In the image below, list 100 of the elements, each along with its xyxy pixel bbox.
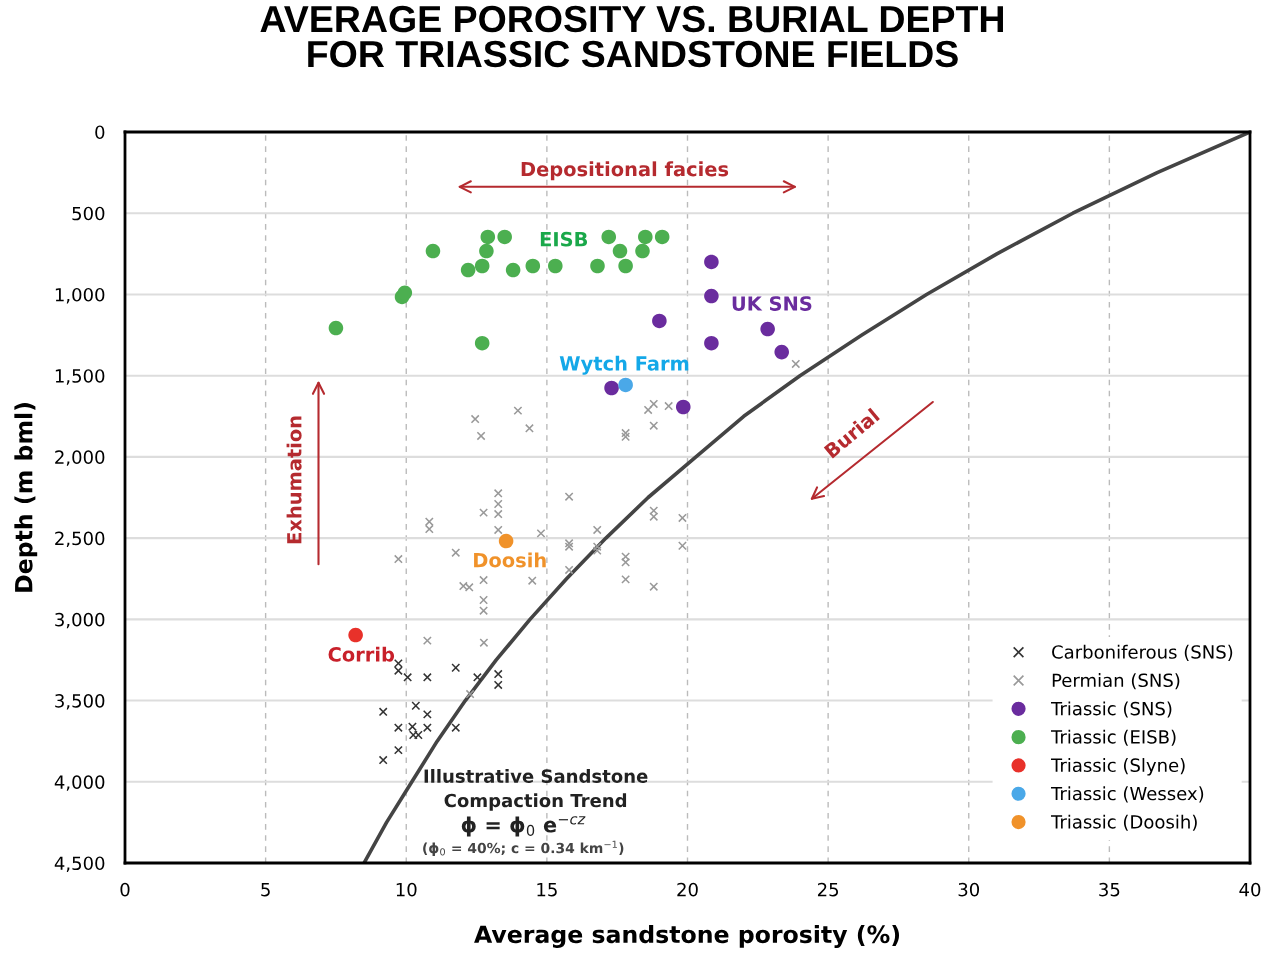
legend-label: Triassic (SNS) (1050, 701, 1172, 718)
annotation: ϕ = ϕ$_{0}$ e$^{−cz}$ (461, 816, 586, 837)
point (654, 229, 670, 245)
y-tick-label: 4,500 (54, 856, 105, 872)
point (378, 707, 388, 717)
y-tick-label: 3,500 (55, 694, 105, 710)
point (480, 229, 496, 245)
point (704, 335, 719, 351)
point (649, 399, 659, 409)
point (393, 658, 403, 668)
x-axis-title: Average sandstone porosity (%) (474, 924, 900, 948)
point (403, 672, 413, 682)
point (451, 723, 461, 733)
point (621, 574, 631, 584)
annotation: EISB (540, 231, 588, 247)
point (422, 709, 432, 719)
point (704, 288, 719, 304)
y-tick-label: 0 (95, 125, 105, 140)
annotation: (ϕ$_{0}$ = 40%; c = 0.34 km$^{−1}$) (423, 840, 624, 856)
point (638, 229, 653, 245)
point (493, 509, 503, 519)
point (397, 285, 413, 301)
point (493, 680, 503, 690)
annotation: Wytch Farm (559, 355, 689, 375)
annotation: Corrib (328, 646, 395, 662)
y-tick-label: 4,000 (54, 775, 105, 791)
point (791, 359, 801, 369)
x-tick-label: 30 (958, 882, 980, 897)
point (635, 243, 650, 259)
point (621, 432, 631, 442)
point (493, 488, 503, 498)
annotation: Illustrative Sandstone Compaction Trend (424, 769, 648, 811)
annotation: UK SNS (732, 296, 812, 311)
point (774, 344, 789, 360)
point (513, 406, 523, 416)
point (592, 546, 602, 556)
legend-label: Carboniferous (SNS) (1052, 644, 1233, 661)
point (476, 431, 486, 441)
point (527, 576, 537, 586)
x-tick-label: 15 (537, 883, 557, 897)
point (621, 552, 631, 562)
point (564, 538, 574, 548)
point (676, 399, 691, 415)
point (564, 565, 574, 575)
point (505, 262, 521, 278)
point (479, 243, 494, 259)
point (393, 723, 403, 733)
point (649, 506, 659, 516)
point (348, 627, 363, 643)
y-tick-label: 2,500 (55, 531, 105, 548)
point (564, 542, 574, 552)
point (422, 672, 432, 682)
point (525, 258, 541, 274)
point (493, 669, 503, 679)
point (677, 541, 687, 551)
point (479, 508, 489, 518)
point (592, 542, 602, 552)
point (479, 575, 489, 585)
legend-label: Permian (SNS) (1052, 673, 1180, 690)
point (451, 663, 461, 673)
annotation: Depositional facies (521, 161, 729, 181)
point (664, 401, 674, 411)
point (472, 672, 482, 682)
legend-label: Triassic (Doosih) (1050, 814, 1197, 831)
point (378, 755, 388, 765)
point (618, 258, 633, 274)
legend-label: Triassic (Slyne) (1050, 758, 1185, 776)
y-tick-label: 500 (72, 206, 105, 221)
point (536, 528, 546, 538)
x-tick-label: 25 (817, 882, 839, 897)
point (407, 722, 417, 732)
point (612, 243, 628, 259)
point (460, 262, 476, 278)
point (618, 377, 633, 393)
point (590, 258, 605, 274)
x-tick-label: 0 (120, 882, 130, 897)
y-tick-label: 2,000 (55, 450, 105, 466)
x-tick-label: 20 (677, 882, 698, 897)
point (393, 554, 403, 564)
point (601, 229, 617, 245)
x-tick-label: 35 (1099, 882, 1120, 897)
point (548, 258, 563, 274)
point (592, 525, 602, 535)
y-axis-title: Depth (m bml) (14, 403, 38, 592)
point (524, 423, 534, 433)
point (649, 512, 659, 522)
legend-label: Triassic (Wessex) (1050, 786, 1204, 803)
point (493, 525, 503, 535)
point (652, 313, 667, 329)
point (677, 513, 687, 523)
point (643, 405, 653, 415)
point (479, 606, 489, 616)
x-tick-label: 40 (1239, 882, 1261, 897)
point (328, 320, 344, 336)
point (479, 638, 489, 648)
legend-label: Triassic (EISB) (1050, 729, 1176, 746)
point (425, 243, 441, 259)
point (470, 414, 480, 424)
point (493, 499, 503, 509)
point (497, 229, 512, 245)
